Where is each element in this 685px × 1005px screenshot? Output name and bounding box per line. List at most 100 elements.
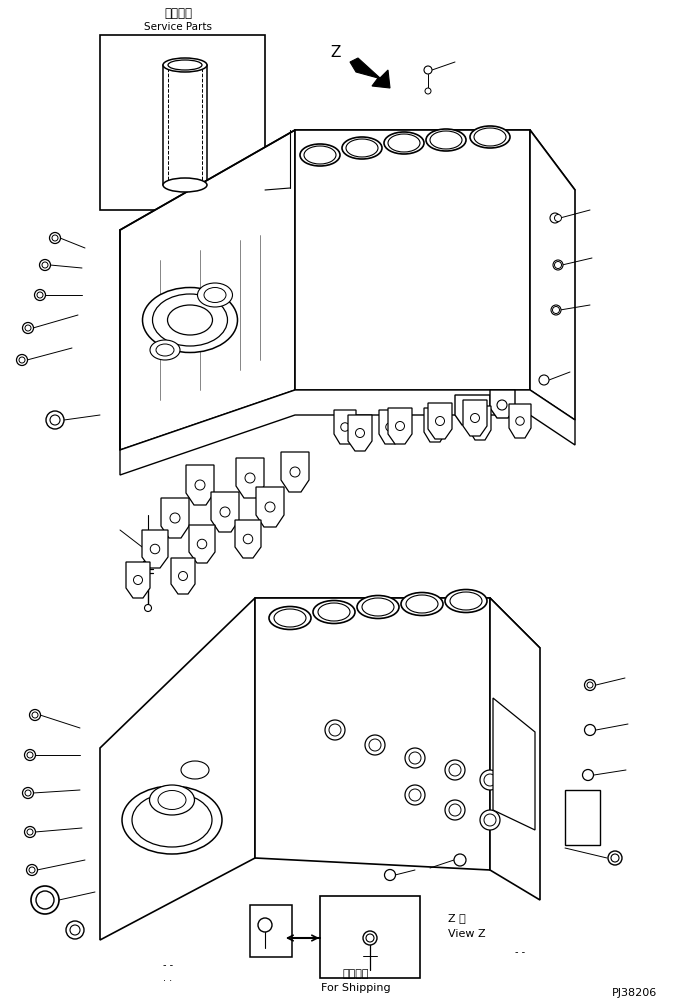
Circle shape [608, 851, 622, 865]
Circle shape [480, 810, 500, 830]
Polygon shape [189, 525, 215, 563]
Circle shape [25, 826, 36, 837]
Polygon shape [171, 558, 195, 594]
Polygon shape [295, 130, 575, 190]
Ellipse shape [304, 146, 336, 164]
Circle shape [539, 375, 549, 385]
Circle shape [16, 355, 27, 366]
Circle shape [445, 760, 465, 780]
Circle shape [23, 323, 34, 334]
Ellipse shape [150, 340, 180, 360]
Polygon shape [235, 520, 261, 558]
Circle shape [551, 305, 561, 315]
Circle shape [405, 785, 425, 805]
Circle shape [50, 415, 60, 425]
Ellipse shape [181, 761, 209, 779]
Ellipse shape [346, 139, 378, 157]
Circle shape [409, 789, 421, 801]
Ellipse shape [342, 137, 382, 159]
Circle shape [23, 788, 34, 799]
Text: 運携部品: 運携部品 [342, 969, 369, 979]
Ellipse shape [156, 344, 174, 356]
Circle shape [584, 679, 595, 690]
Circle shape [445, 800, 465, 820]
Circle shape [356, 428, 364, 437]
Circle shape [554, 261, 562, 268]
Circle shape [611, 854, 619, 862]
Circle shape [170, 513, 180, 523]
Circle shape [49, 232, 60, 243]
Text: - -: - - [515, 947, 525, 957]
Text: Z 視: Z 視 [448, 913, 466, 923]
Circle shape [27, 864, 38, 875]
Circle shape [37, 292, 43, 298]
Polygon shape [211, 492, 239, 532]
Polygon shape [295, 130, 530, 390]
Polygon shape [428, 403, 452, 439]
Circle shape [484, 774, 496, 786]
Text: View Z: View Z [448, 929, 486, 939]
Polygon shape [388, 408, 412, 444]
Circle shape [258, 918, 272, 932]
Circle shape [179, 572, 188, 581]
Text: - -: - - [163, 960, 173, 970]
Polygon shape [255, 598, 540, 648]
Polygon shape [493, 698, 535, 830]
Circle shape [66, 921, 84, 939]
Circle shape [29, 867, 35, 873]
Bar [100, 35, 265, 210]
Circle shape [46, 411, 64, 429]
Ellipse shape [274, 609, 306, 627]
Ellipse shape [474, 128, 506, 146]
Ellipse shape [132, 793, 212, 847]
Circle shape [369, 739, 381, 751]
Circle shape [340, 423, 349, 431]
Circle shape [220, 507, 230, 517]
Text: Service Parts: Service Parts [144, 22, 212, 32]
Ellipse shape [269, 606, 311, 629]
Bar [320, 896, 420, 978]
Ellipse shape [388, 134, 420, 152]
Circle shape [134, 576, 142, 585]
Ellipse shape [197, 283, 232, 307]
Circle shape [516, 417, 524, 425]
Circle shape [449, 764, 461, 776]
Ellipse shape [168, 60, 202, 70]
Polygon shape [490, 598, 540, 900]
Ellipse shape [384, 132, 424, 154]
Circle shape [386, 423, 395, 431]
Ellipse shape [313, 601, 355, 623]
Circle shape [582, 770, 593, 781]
Circle shape [424, 66, 432, 74]
Ellipse shape [153, 294, 227, 346]
Polygon shape [509, 404, 531, 438]
Polygon shape [455, 395, 490, 425]
Ellipse shape [122, 786, 222, 854]
Polygon shape [281, 452, 309, 492]
Circle shape [32, 712, 38, 718]
Circle shape [25, 790, 31, 796]
Circle shape [243, 535, 253, 544]
Circle shape [25, 750, 36, 761]
Circle shape [454, 854, 466, 866]
Circle shape [436, 416, 445, 425]
Circle shape [587, 682, 593, 688]
Circle shape [34, 289, 45, 300]
Ellipse shape [142, 287, 238, 353]
Polygon shape [100, 598, 255, 940]
Polygon shape [120, 390, 575, 475]
Polygon shape [255, 598, 490, 870]
Circle shape [449, 804, 461, 816]
Ellipse shape [430, 131, 462, 149]
Circle shape [290, 467, 300, 477]
Text: PJ38206: PJ38206 [612, 988, 658, 998]
Circle shape [395, 421, 405, 430]
Text: For Shipping: For Shipping [321, 983, 391, 993]
Text: . .: . . [164, 973, 173, 983]
Polygon shape [186, 465, 214, 505]
Ellipse shape [168, 305, 212, 335]
Text: Z: Z [331, 44, 341, 59]
Circle shape [145, 604, 151, 611]
Circle shape [554, 214, 562, 221]
Circle shape [466, 404, 478, 416]
